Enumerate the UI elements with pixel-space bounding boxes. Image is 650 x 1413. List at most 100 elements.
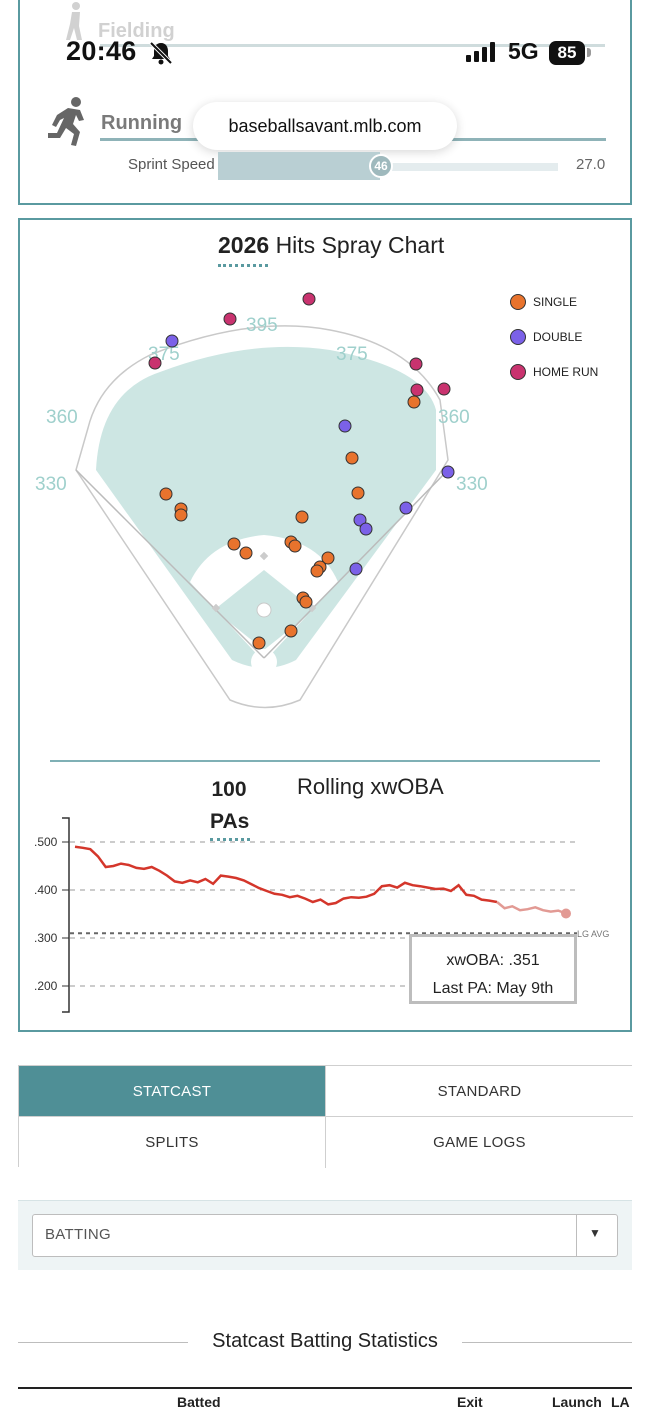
rolling-pa-unit: PAs	[210, 810, 250, 833]
tooltip-last-pa: Last PA: May 9th	[432, 980, 554, 997]
tooltip-xwoba: xwOBA: .351	[446, 952, 540, 969]
y-axis-line	[62, 817, 70, 1013]
rolling-xwoba-title: Rolling xwOBA	[297, 774, 444, 799]
running-card	[18, 0, 632, 205]
battery-tip	[587, 48, 591, 57]
second-base	[259, 551, 269, 561]
column-header-batted[interactable]: Batted	[177, 1394, 221, 1410]
spray-chart-title: 2026 Hits Spray Chart	[218, 232, 444, 259]
left-foul-line	[75, 469, 265, 659]
hit-single	[345, 451, 359, 465]
stats-tab-grid: STATCAST STANDARD SPLITS GAME LOGS	[18, 1065, 633, 1168]
hit-home-run	[148, 356, 162, 370]
xwoba-series-recent	[496, 901, 567, 915]
network-type: 5G	[508, 38, 539, 64]
xwoba-tooltip: xwOBA: .351 Last PA: May 9th	[409, 934, 577, 1004]
rolling-pa-window[interactable]: 100 PAs	[210, 774, 270, 838]
fielding-section-header: Fielding	[62, 2, 175, 43]
xwoba-last-point	[561, 908, 571, 919]
year-select-underline	[218, 264, 268, 267]
silent-bell-icon	[149, 41, 173, 65]
legend-home-run-swatch	[510, 363, 526, 380]
stats-title-rule-left	[18, 1342, 188, 1343]
legend-double-label: DOUBLE	[533, 329, 583, 344]
stat-type-select-value: BATTING	[45, 1226, 111, 1243]
distance-rf-line: 330	[456, 474, 488, 495]
sprint-speed-label: Sprint Speed	[128, 156, 215, 173]
hit-double	[399, 501, 413, 515]
running-label: Running	[101, 112, 183, 134]
pa-select-underline	[210, 838, 250, 841]
hit-single	[295, 510, 309, 524]
hit-single	[288, 539, 302, 553]
column-header-exit[interactable]: Exit	[457, 1394, 483, 1410]
tab-splits[interactable]: SPLITS	[19, 1117, 326, 1168]
status-bar: Fielding 20:46 5G 85	[0, 0, 650, 80]
legend-double-swatch	[510, 328, 526, 345]
browser-url-bar[interactable]: baseballsavant.mlb.com	[193, 102, 457, 150]
distance-rcf: 375	[336, 344, 368, 365]
hit-single	[407, 395, 421, 409]
hit-single	[159, 487, 173, 501]
y-tick-label: .400	[34, 883, 58, 897]
hit-single	[227, 537, 241, 551]
status-time: 20:46	[66, 36, 137, 66]
hit-single	[252, 636, 266, 650]
hit-single	[351, 486, 365, 500]
hit-home-run	[410, 383, 424, 397]
rolling-pa-number: 100	[211, 778, 247, 801]
battery-icon: 85	[549, 41, 585, 65]
pitchers-mound	[256, 602, 272, 618]
legend-single-swatch	[510, 293, 526, 310]
stat-type-select[interactable]	[32, 1214, 618, 1257]
hit-double	[353, 513, 367, 527]
section-divider	[50, 760, 600, 762]
spray-chart: 330 360 375 395 375 360 330	[35, 292, 488, 709]
home-plate-area	[251, 649, 277, 675]
tab-standard[interactable]: STANDARD	[326, 1066, 633, 1117]
fielding-label: Fielding	[98, 20, 175, 42]
tab-statcast[interactable]: STATCAST	[19, 1066, 326, 1117]
hit-double	[349, 562, 363, 576]
column-header-launch[interactable]: Launch	[552, 1394, 602, 1410]
spray-hits	[148, 292, 455, 650]
sprint-speed-percentile-knob: 46	[369, 154, 393, 178]
hit-home-run	[302, 292, 316, 306]
hit-double	[165, 334, 179, 348]
legend-home-run-label: HOME RUN	[533, 364, 599, 379]
distance-cf: 395	[246, 315, 278, 336]
hit-single	[284, 624, 298, 638]
fielder-icon	[66, 2, 82, 40]
y-tick-label: .200	[34, 979, 58, 993]
player-charts-card	[18, 218, 632, 1032]
league-average-label: LG AVG	[577, 929, 610, 939]
sprint-speed-fill	[218, 152, 380, 180]
stats-title-rule-right	[462, 1342, 632, 1343]
stats-table-top-rule	[18, 1387, 632, 1389]
stats-section-title: Statcast Batting Statistics	[212, 1330, 438, 1352]
spray-chart-year[interactable]: 2026	[218, 232, 270, 258]
hit-home-run	[223, 312, 237, 326]
rolling-xwoba-chart: .500 .400 .300 .200	[34, 817, 577, 1013]
sprint-speed-value: 27.0	[576, 156, 606, 173]
legend-double: DOUBLE	[510, 319, 598, 354]
hit-double	[359, 522, 373, 536]
fielding-divider	[100, 44, 605, 47]
tab-game-logs[interactable]: GAME LOGS	[326, 1117, 633, 1168]
hit-home-run	[437, 382, 451, 396]
y-tick-label: .500	[34, 835, 58, 849]
y-tick-label: .300	[34, 931, 58, 945]
xwoba-y-axis: .500 .400 .300 .200	[34, 817, 70, 1013]
hit-double	[441, 465, 455, 479]
hit-single	[321, 551, 335, 565]
runner-icon	[48, 97, 84, 146]
distance-lf-line: 330	[35, 474, 67, 495]
hit-single	[299, 595, 313, 609]
select-divider	[576, 1215, 577, 1256]
chevron-down-icon[interactable]: ▼	[589, 1226, 601, 1240]
cell-signal-icon	[466, 42, 495, 62]
distance-rf-gap: 360	[438, 407, 470, 428]
column-header-la[interactable]: LA	[611, 1394, 630, 1410]
hit-double	[338, 419, 352, 433]
spray-chart-title-text: Hits Spray Chart	[275, 232, 445, 258]
